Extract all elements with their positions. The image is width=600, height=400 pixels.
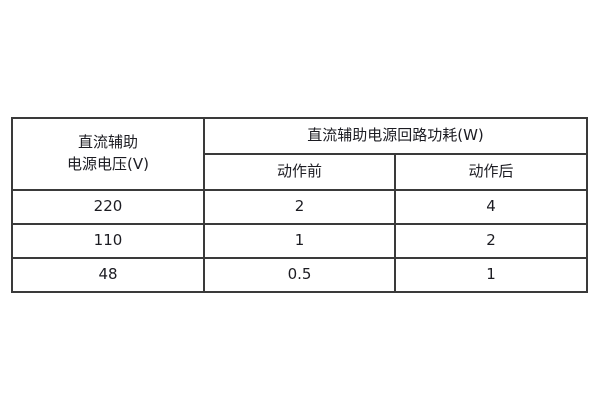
cell-power-before: 1 [203, 223, 396, 259]
table-row: 110 1 2 [11, 223, 589, 259]
cell-power-before: 0.5 [203, 257, 396, 293]
dc-auxiliary-power-table: 直流辅助 电源电压(V) 直流辅助电源回路功耗(W) 动作前 动作后 220 2… [11, 117, 589, 293]
header-cell-after: 动作后 [393, 153, 589, 191]
header-cell-before: 动作前 [203, 153, 396, 191]
cell-voltage: 48 [11, 257, 205, 293]
cell-power-after: 4 [393, 189, 589, 225]
header-cell-power-group: 直流辅助电源回路功耗(W) [202, 117, 589, 155]
cell-voltage: 110 [11, 223, 205, 259]
cell-power-after: 1 [393, 257, 589, 293]
header-cell-voltage: 直流辅助 电源电压(V) [11, 117, 205, 191]
cell-power-before: 2 [203, 189, 396, 225]
cell-power-after: 2 [393, 223, 589, 259]
table-row: 220 2 4 [11, 189, 589, 225]
table-header-row-primary: 直流辅助 电源电压(V) 直流辅助电源回路功耗(W) [11, 117, 589, 191]
cell-voltage: 220 [11, 189, 205, 225]
table-row: 48 0.5 1 [11, 257, 589, 293]
table-header-row-secondary: 动作前 动作后 [12, 153, 589, 191]
header-voltage-line1: 直流辅助 [77, 133, 138, 152]
header-voltage-line2: 电源电压(V) [67, 155, 149, 173]
